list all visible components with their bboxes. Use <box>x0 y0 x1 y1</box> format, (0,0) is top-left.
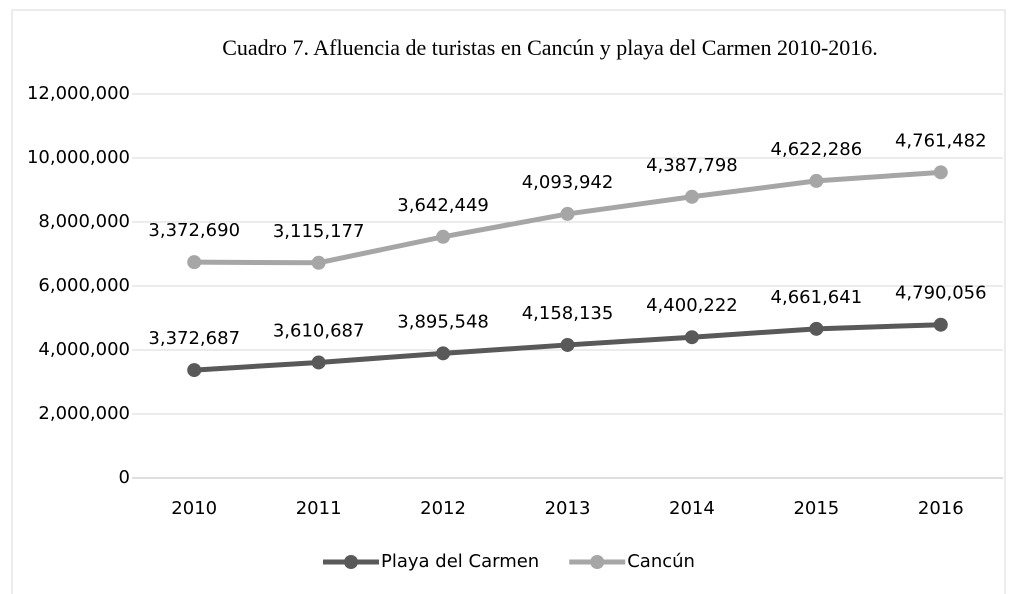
data-label: 3,372,690 <box>148 220 240 241</box>
legend-marker <box>344 555 358 569</box>
data-label: 4,790,056 <box>895 283 987 304</box>
legend-label: Cancún <box>627 551 695 572</box>
point <box>684 189 699 204</box>
data-label: 3,642,449 <box>397 195 489 216</box>
data-label: 3,610,687 <box>273 320 365 341</box>
x-tick-label: 2014 <box>669 498 715 519</box>
x-tick-label: 2010 <box>171 498 217 519</box>
point <box>436 346 451 361</box>
x-tick-label: 2011 <box>296 498 342 519</box>
point <box>933 165 948 180</box>
point <box>436 229 451 244</box>
y-tick-label: 10,000,000 <box>27 147 130 168</box>
data-label: 4,622,286 <box>771 139 863 160</box>
y-tick-label: 6,000,000 <box>38 275 130 296</box>
data-label: 4,400,222 <box>646 295 738 316</box>
point <box>809 173 824 188</box>
point <box>933 317 948 332</box>
point <box>187 363 202 378</box>
y-tick-label: 2,000,000 <box>38 403 130 424</box>
legend-label: Playa del Carmen <box>381 551 539 572</box>
legend-marker <box>590 555 605 569</box>
data-label: 4,158,135 <box>522 303 614 324</box>
chart-border <box>11 9 1006 594</box>
data-label: 4,661,641 <box>771 287 863 308</box>
point <box>560 206 575 221</box>
point <box>187 255 202 270</box>
chart-title: Cuadro 7. Afluencia de turistas en Cancú… <box>222 35 878 60</box>
point <box>311 255 326 270</box>
data-label: 3,372,687 <box>148 328 240 349</box>
data-label: 4,387,798 <box>646 155 738 176</box>
point <box>311 355 326 370</box>
x-tick-label: 2012 <box>420 498 466 519</box>
point <box>809 321 824 336</box>
data-label: 4,761,482 <box>895 130 987 151</box>
point <box>684 330 699 345</box>
data-label: 4,093,942 <box>522 172 614 193</box>
x-tick-label: 2013 <box>545 498 591 519</box>
y-tick-label: 4,000,000 <box>38 339 130 360</box>
x-tick-label: 2016 <box>918 498 964 519</box>
data-label: 3,895,548 <box>397 311 489 332</box>
x-tick-label: 2015 <box>793 498 839 519</box>
y-tick-label: 0 <box>119 467 130 488</box>
point <box>560 337 575 352</box>
y-tick-label: 12,000,000 <box>27 83 130 104</box>
y-tick-label: 8,000,000 <box>38 211 130 232</box>
data-label: 3,115,177 <box>273 221 365 242</box>
